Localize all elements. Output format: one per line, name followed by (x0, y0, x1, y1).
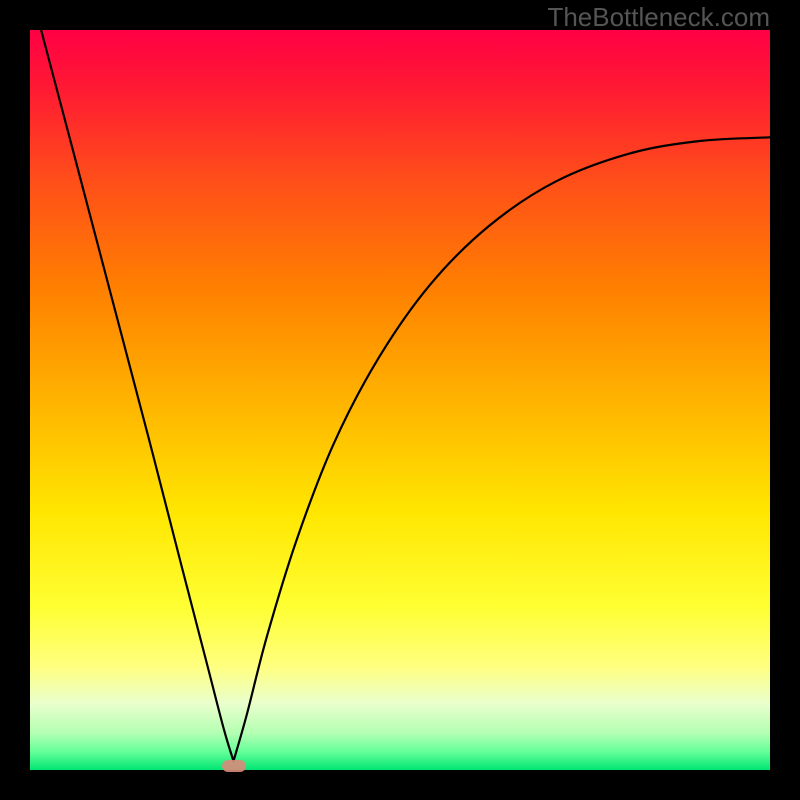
curve-left-branch (41, 30, 233, 761)
watermark-text: TheBottleneck.com (547, 2, 770, 33)
chart-frame: TheBottleneck.com (0, 0, 800, 800)
optimal-point-marker (222, 760, 246, 772)
bottleneck-curve (30, 30, 770, 770)
curve-right-branch (234, 137, 771, 761)
plot-area (30, 30, 770, 770)
